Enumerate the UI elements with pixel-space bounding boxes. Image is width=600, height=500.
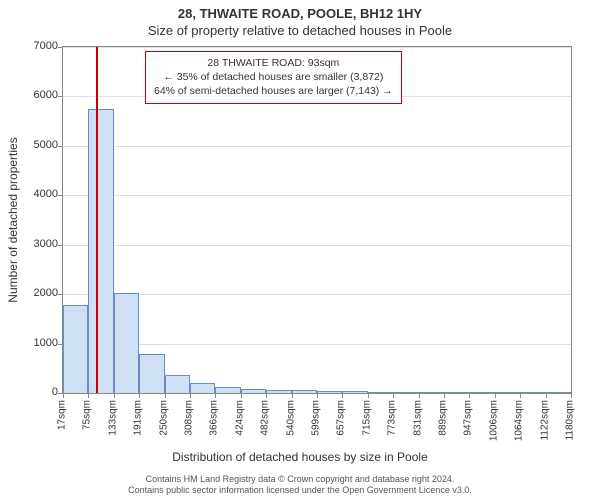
gridline bbox=[63, 294, 571, 295]
y-tick-label: 7000 bbox=[18, 40, 58, 52]
gridline bbox=[63, 195, 571, 196]
histogram-bar bbox=[114, 293, 139, 393]
x-tick-label: 715sqm bbox=[361, 400, 372, 436]
y-tick-mark bbox=[58, 245, 63, 246]
x-tick-label: 831sqm bbox=[412, 400, 423, 436]
histogram-bar bbox=[266, 390, 291, 393]
x-tick-label: 1064sqm bbox=[514, 400, 525, 441]
histogram-bar bbox=[444, 392, 469, 393]
annotation-line-2: ← 35% of detached houses are smaller (3,… bbox=[154, 70, 393, 84]
x-tick-label: 947sqm bbox=[463, 400, 474, 436]
x-tick-label: 889sqm bbox=[438, 400, 449, 436]
footer-line-2: Contains public sector information licen… bbox=[0, 485, 600, 496]
annotation-line-3: 64% of semi-detached houses are larger (… bbox=[154, 84, 393, 98]
x-tick-label: 133sqm bbox=[107, 400, 118, 436]
x-tick-mark bbox=[266, 393, 267, 398]
y-tick-label: 0 bbox=[18, 386, 58, 398]
x-tick-label: 657sqm bbox=[336, 400, 347, 436]
histogram-bar bbox=[292, 390, 317, 393]
x-tick-mark bbox=[444, 393, 445, 398]
x-tick-label: 250sqm bbox=[158, 400, 169, 436]
x-tick-mark bbox=[520, 393, 521, 398]
histogram-bar bbox=[241, 389, 266, 393]
gridline bbox=[63, 146, 571, 147]
chart-footer: Contains HM Land Registry data © Crown c… bbox=[0, 474, 600, 497]
x-tick-label: 17sqm bbox=[57, 400, 68, 430]
histogram-bar bbox=[520, 392, 545, 393]
x-tick-mark bbox=[368, 393, 369, 398]
y-tick-mark bbox=[58, 96, 63, 97]
x-tick-label: 1122sqm bbox=[539, 400, 550, 440]
x-tick-mark bbox=[571, 393, 572, 398]
gridline bbox=[63, 245, 571, 246]
footer-line-1: Contains HM Land Registry data © Crown c… bbox=[0, 474, 600, 485]
histogram-bar bbox=[165, 375, 190, 393]
histogram-bar bbox=[317, 391, 342, 393]
y-tick-mark bbox=[58, 195, 63, 196]
x-tick-mark bbox=[190, 393, 191, 398]
x-tick-mark bbox=[292, 393, 293, 398]
x-tick-mark bbox=[419, 393, 420, 398]
x-tick-label: 1180sqm bbox=[565, 400, 576, 440]
histogram-bar bbox=[215, 387, 240, 393]
histogram-bar bbox=[419, 392, 444, 393]
x-tick-label: 424sqm bbox=[234, 400, 245, 436]
y-tick-mark bbox=[58, 146, 63, 147]
x-tick-mark bbox=[495, 393, 496, 398]
chart-title-main: 28, THWAITE ROAD, POOLE, BH12 1HY bbox=[0, 0, 600, 21]
annotation-box: 28 THWAITE ROAD: 93sqm ← 35% of detached… bbox=[145, 51, 402, 104]
y-tick-label: 4000 bbox=[18, 188, 58, 200]
x-tick-mark bbox=[215, 393, 216, 398]
x-tick-mark bbox=[139, 393, 140, 398]
x-tick-mark bbox=[114, 393, 115, 398]
x-tick-label: 191sqm bbox=[133, 400, 144, 436]
x-tick-mark bbox=[546, 393, 547, 398]
x-tick-mark bbox=[165, 393, 166, 398]
x-tick-mark bbox=[342, 393, 343, 398]
y-tick-label: 5000 bbox=[18, 139, 58, 151]
x-tick-mark bbox=[88, 393, 89, 398]
y-tick-label: 6000 bbox=[18, 89, 58, 101]
y-tick-label: 1000 bbox=[18, 337, 58, 349]
histogram-bar bbox=[63, 305, 88, 393]
histogram-bar bbox=[546, 392, 571, 393]
x-axis-label: Distribution of detached houses by size … bbox=[0, 450, 600, 464]
x-tick-label: 599sqm bbox=[311, 400, 322, 436]
x-tick-label: 366sqm bbox=[209, 400, 220, 436]
histogram-bar bbox=[88, 109, 113, 393]
x-tick-mark bbox=[317, 393, 318, 398]
histogram-bar bbox=[139, 354, 164, 393]
gridline bbox=[63, 344, 571, 345]
x-tick-label: 540sqm bbox=[285, 400, 296, 436]
y-tick-mark bbox=[58, 294, 63, 295]
marker-line bbox=[96, 47, 98, 393]
histogram-bar bbox=[469, 392, 494, 393]
x-tick-label: 773sqm bbox=[387, 400, 398, 436]
y-tick-label: 2000 bbox=[18, 287, 58, 299]
histogram-bar bbox=[368, 392, 393, 393]
x-tick-mark bbox=[241, 393, 242, 398]
x-tick-mark bbox=[469, 393, 470, 398]
histogram-bar bbox=[342, 391, 367, 393]
x-tick-label: 75sqm bbox=[82, 400, 93, 430]
chart-title-sub: Size of property relative to detached ho… bbox=[0, 21, 600, 38]
chart-container: 28, THWAITE ROAD, POOLE, BH12 1HY Size o… bbox=[0, 0, 600, 500]
y-tick-label: 3000 bbox=[18, 238, 58, 250]
histogram-bar bbox=[393, 392, 418, 393]
plot-area: 28 THWAITE ROAD: 93sqm ← 35% of detached… bbox=[62, 46, 572, 394]
x-tick-label: 1006sqm bbox=[488, 400, 499, 441]
gridline bbox=[63, 47, 571, 48]
x-tick-label: 308sqm bbox=[184, 400, 195, 436]
x-tick-mark bbox=[63, 393, 64, 398]
x-tick-mark bbox=[393, 393, 394, 398]
x-tick-label: 482sqm bbox=[260, 400, 271, 436]
annotation-line-1: 28 THWAITE ROAD: 93sqm bbox=[154, 56, 393, 70]
y-tick-mark bbox=[58, 47, 63, 48]
histogram-bar bbox=[495, 392, 520, 393]
y-axis-label: Number of detached properties bbox=[6, 137, 20, 302]
histogram-bar bbox=[190, 383, 215, 393]
